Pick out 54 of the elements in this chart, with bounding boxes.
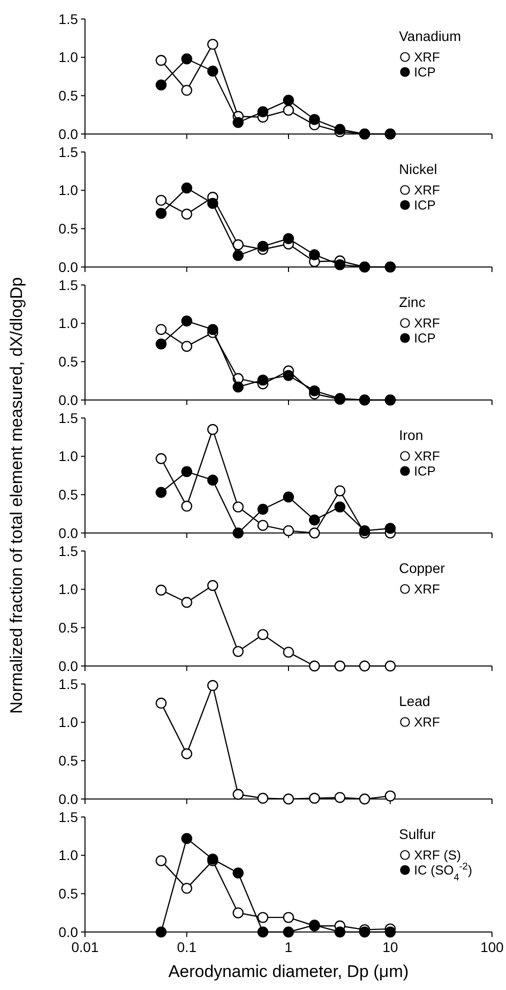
legend-title: Nickel <box>399 161 438 177</box>
x-axis-title: Aerodynamic diameter, Dp (μm) <box>168 962 409 981</box>
y-tick-label: 1.5 <box>58 542 78 559</box>
y-tick-label: 1.5 <box>58 144 78 160</box>
legend-label: IC (SO$_{4}$$^{-2}$) <box>414 861 472 884</box>
legend-label: XRF <box>414 316 440 331</box>
y-tick-label: 0.0 <box>58 924 78 940</box>
y-tick-label: 1.5 <box>58 276 78 293</box>
y-tick-label: 0.0 <box>58 524 78 541</box>
x-tick-label: 0.1 <box>177 939 197 955</box>
x-tick-label: 100 <box>480 939 504 955</box>
legend-title: Lead <box>399 693 430 709</box>
y-tick-label: 1.0 <box>58 581 78 598</box>
y-tick-label: 1.0 <box>58 315 78 332</box>
legend-label: XRF <box>414 50 440 65</box>
legend-label: ICP <box>414 64 436 80</box>
legend-title: Sulfur <box>399 826 436 842</box>
y-tick-label: 0.0 <box>58 658 78 674</box>
y-tick-label: 1.0 <box>58 182 78 198</box>
y-tick-label: 0.0 <box>58 126 78 142</box>
y-tick-label: 0.0 <box>58 258 78 275</box>
legend-label: XRF <box>414 448 440 464</box>
y-tick-label: 1.5 <box>58 410 78 426</box>
y-tick-label: 1.0 <box>58 847 78 864</box>
y-tick-label: 0.0 <box>58 790 78 807</box>
legend-label: XRF <box>414 714 440 730</box>
y-tick-label: 1.0 <box>58 448 78 464</box>
legend-title: Copper <box>399 560 446 576</box>
x-tick-label: 10 <box>382 939 398 955</box>
y-tick-label: 0.5 <box>58 88 78 104</box>
legend-title: Iron <box>399 427 424 443</box>
y-tick-label: 0.5 <box>58 752 78 769</box>
legend-label: XRF <box>414 582 440 597</box>
legend-label: ICP <box>414 464 436 479</box>
x-tick-label: 1 <box>284 939 293 955</box>
y-tick-label: 1.5 <box>58 808 78 825</box>
legend-label: ICP <box>414 330 436 346</box>
y-axis-title: Normalized fraction of total element measured, dX/dlogDp <box>7 277 26 714</box>
y-tick-label: 0.5 <box>58 620 78 636</box>
x-tick-label: 0.01 <box>71 939 99 955</box>
y-tick-label: 0.5 <box>58 220 78 237</box>
legend-title: Vanadium <box>399 28 462 44</box>
y-tick-label: 0.5 <box>58 486 78 503</box>
legend-label: XRF (S) <box>414 848 461 863</box>
legend-label: ICP <box>414 198 436 213</box>
y-tick-label: 1.0 <box>58 714 78 730</box>
y-tick-label: 1.5 <box>58 676 78 692</box>
y-tick-label: 1.0 <box>58 49 78 66</box>
y-tick-label: 0.5 <box>58 354 78 370</box>
y-tick-label: 0.0 <box>58 392 78 408</box>
y-tick-label: 0.5 <box>58 886 78 902</box>
legend-title: Zinc <box>399 294 426 310</box>
y-tick-label: 1.5 <box>58 10 78 27</box>
legend-label: XRF <box>414 182 440 198</box>
